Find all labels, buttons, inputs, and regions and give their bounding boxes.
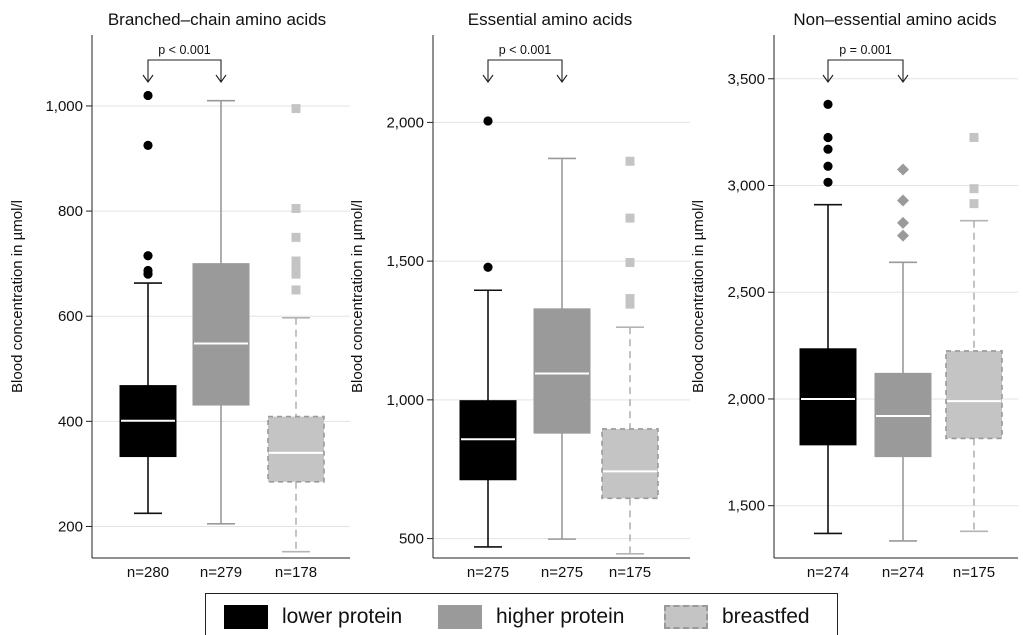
outlier-point bbox=[483, 263, 492, 272]
legend-swatch-higher-protein bbox=[438, 605, 482, 629]
box-group-higher-protein: n=274 bbox=[875, 163, 931, 581]
legend-label-breastfed: breastfed bbox=[722, 605, 810, 629]
outlier-point bbox=[626, 157, 635, 166]
outlier-point bbox=[292, 233, 301, 242]
chart-panel-2: Essential amino acids 500 1,000 1,500 2,000 B… bbox=[349, 10, 690, 581]
n-label: n=175 bbox=[609, 564, 651, 581]
chart-panel-1: Branched–chain amino acids 200 400 600 800 1,… bbox=[9, 10, 350, 581]
chart-panel-3: Non–essential amino acids 1,500 2,000 2,500… bbox=[690, 10, 1018, 581]
box bbox=[875, 373, 931, 456]
outlier-point bbox=[970, 133, 979, 142]
outlier-point bbox=[897, 230, 909, 242]
y-tick-label: 1,000 bbox=[45, 98, 83, 115]
y-tick-label: 800 bbox=[58, 203, 83, 220]
n-label: n=275 bbox=[467, 564, 509, 581]
y-tick-label: 600 bbox=[58, 308, 83, 325]
y-tick-label: 2,000 bbox=[386, 114, 424, 131]
bracket-line bbox=[488, 60, 562, 82]
figure: Branched–chain amino acids 200 400 600 800 1,… bbox=[0, 0, 1023, 594]
outlier-point bbox=[292, 104, 301, 113]
outlier-point bbox=[970, 184, 979, 193]
box-group-breastfed: n=175 bbox=[602, 157, 658, 581]
outlier-point bbox=[823, 145, 832, 154]
y-tick-label: 1,500 bbox=[386, 253, 424, 270]
outlier-point bbox=[823, 178, 832, 187]
outlier-point bbox=[143, 266, 152, 275]
box-group-lower-protein: n=275 bbox=[460, 116, 516, 581]
outlier-point bbox=[626, 214, 635, 223]
legend-label-higher-protein: higher protein bbox=[496, 605, 624, 629]
y-tick-label: 2,000 bbox=[727, 391, 765, 408]
outlier-point bbox=[823, 133, 832, 142]
chart-title: Essential amino acids bbox=[468, 10, 632, 29]
legend-label-lower-protein: lower protein bbox=[282, 605, 402, 629]
box-group-lower-protein: n=280 bbox=[120, 91, 176, 581]
chart-title: Non–essential amino acids bbox=[793, 10, 996, 29]
outlier-point bbox=[483, 116, 492, 125]
p-value-label: p < 0.001 bbox=[499, 43, 552, 57]
box bbox=[800, 349, 856, 445]
n-label: n=274 bbox=[882, 564, 924, 581]
y-axis-label: Blood concentration in µmol/l bbox=[349, 200, 366, 393]
outlier-point bbox=[143, 251, 152, 260]
n-label: n=175 bbox=[953, 564, 995, 581]
box bbox=[193, 264, 249, 405]
box-group-higher-protein: n=279 bbox=[193, 101, 249, 581]
y-axis-label: Blood concentration in µmol/l bbox=[690, 200, 707, 393]
n-label: n=274 bbox=[807, 564, 849, 581]
n-label: n=280 bbox=[127, 564, 169, 581]
y-axis-label: Blood concentration in µmol/l bbox=[9, 200, 26, 393]
bracket-line bbox=[148, 60, 221, 82]
outlier-point bbox=[143, 91, 152, 100]
n-label: n=178 bbox=[275, 564, 317, 581]
outlier-point bbox=[823, 162, 832, 171]
y-tick-label: 3,500 bbox=[727, 71, 765, 88]
legend-item-lower-protein: lower protein bbox=[224, 604, 402, 630]
box-group-lower-protein: n=274 bbox=[800, 100, 856, 581]
box bbox=[602, 429, 658, 498]
y-tick-label: 2,500 bbox=[727, 284, 765, 301]
n-label: n=275 bbox=[541, 564, 583, 581]
chart-title: Branched–chain amino acids bbox=[108, 10, 326, 29]
box bbox=[534, 309, 590, 433]
y-tick-label: 1,000 bbox=[386, 392, 424, 409]
box-group-higher-protein: n=275 bbox=[534, 158, 590, 581]
outlier-point bbox=[292, 204, 301, 213]
y-tick-label: 200 bbox=[58, 518, 83, 535]
legend-swatch-lower-protein bbox=[224, 605, 268, 629]
outlier-point bbox=[292, 257, 301, 266]
legend: lower protein higher protein breastfed bbox=[205, 593, 838, 635]
y-tick-label: 1,500 bbox=[727, 498, 765, 515]
outlier-point bbox=[970, 199, 979, 208]
significance-bracket: p = 0.001 bbox=[823, 43, 908, 82]
outlier-point bbox=[143, 141, 152, 150]
outlier-point bbox=[626, 294, 635, 303]
p-value-label: p = 0.001 bbox=[839, 43, 892, 57]
y-tick-label: 400 bbox=[58, 413, 83, 430]
outlier-point bbox=[292, 285, 301, 294]
box bbox=[268, 417, 324, 482]
significance-bracket: p < 0.001 bbox=[143, 43, 226, 82]
p-value-label: p < 0.001 bbox=[158, 43, 211, 57]
outlier-point bbox=[626, 258, 635, 267]
legend-swatch-breastfed bbox=[664, 605, 708, 629]
outlier-point bbox=[823, 100, 832, 109]
outlier-point bbox=[897, 217, 909, 229]
box-group-breastfed: n=175 bbox=[946, 133, 1002, 581]
y-tick-label: 500 bbox=[399, 531, 424, 548]
box-group-breastfed: n=178 bbox=[268, 104, 324, 581]
n-label: n=279 bbox=[200, 564, 242, 581]
outlier-point bbox=[292, 270, 301, 279]
legend-item-breastfed: breastfed bbox=[664, 604, 810, 630]
box bbox=[946, 351, 1002, 439]
outlier-point bbox=[897, 163, 909, 175]
significance-bracket: p < 0.001 bbox=[483, 43, 567, 82]
outlier-point bbox=[897, 194, 909, 206]
legend-item-higher-protein: higher protein bbox=[438, 604, 624, 630]
y-tick-label: 3,000 bbox=[727, 177, 765, 194]
